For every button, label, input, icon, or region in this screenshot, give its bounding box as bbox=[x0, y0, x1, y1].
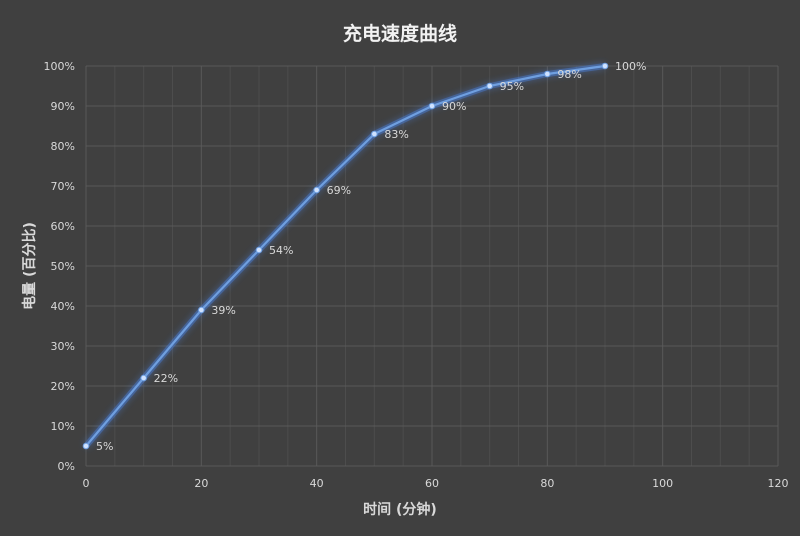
x-tick-label: 60 bbox=[425, 477, 439, 490]
y-tick-label: 90% bbox=[51, 100, 75, 113]
data-point bbox=[428, 102, 436, 110]
x-tick-label: 40 bbox=[310, 477, 324, 490]
y-tick-label: 30% bbox=[51, 340, 75, 353]
x-axis-title: 时间 (分钟) bbox=[363, 501, 437, 518]
data-label: 69% bbox=[327, 184, 351, 197]
data-label: 83% bbox=[384, 128, 408, 141]
y-tick-label: 100% bbox=[44, 60, 75, 73]
y-tick-label: 20% bbox=[51, 380, 75, 393]
data-point bbox=[198, 306, 205, 314]
series-line bbox=[85, 64, 606, 447]
data-label: 100% bbox=[615, 60, 646, 73]
data-point bbox=[601, 62, 609, 70]
data-point bbox=[140, 374, 147, 382]
labels: 0 20 40 60 80 100 120 0% 10% 20% 30% 40% 50% 60% 70% 80… bbox=[44, 60, 789, 490]
data-label: 98% bbox=[557, 68, 581, 81]
data-label: 54% bbox=[269, 244, 293, 257]
x-tick-label: 0 bbox=[83, 477, 90, 490]
data-label: 22% bbox=[154, 372, 178, 385]
series bbox=[82, 62, 609, 450]
data-point bbox=[486, 82, 493, 90]
data-label: 5% bbox=[96, 440, 113, 453]
chart-title: 充电速度曲线 bbox=[343, 22, 457, 45]
x-tick-label: 80 bbox=[540, 477, 554, 490]
y-axis-title: 电量 (百分比) bbox=[21, 222, 38, 310]
y-tick-label: 0% bbox=[58, 460, 75, 473]
y-tick-label: 40% bbox=[51, 300, 75, 313]
data-point bbox=[82, 442, 90, 450]
y-tick-label: 60% bbox=[51, 220, 75, 233]
x-tick-label: 120 bbox=[768, 477, 789, 490]
data-label: 39% bbox=[211, 304, 235, 317]
y-tick-label: 10% bbox=[51, 420, 75, 433]
data-point bbox=[313, 186, 320, 194]
y-tick-label: 50% bbox=[51, 260, 75, 273]
data-label: 90% bbox=[442, 100, 466, 113]
grid bbox=[85, 65, 779, 467]
data-point bbox=[255, 246, 263, 254]
data-label: 95% bbox=[500, 80, 524, 93]
data-point bbox=[371, 130, 378, 138]
y-tick-label: 80% bbox=[51, 140, 75, 153]
data-point bbox=[544, 70, 551, 78]
x-tick-label: 100 bbox=[652, 477, 673, 490]
y-tick-label: 70% bbox=[51, 180, 75, 193]
x-tick-label: 20 bbox=[194, 477, 208, 490]
